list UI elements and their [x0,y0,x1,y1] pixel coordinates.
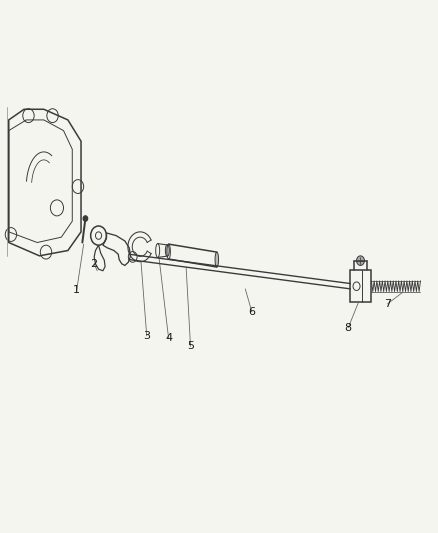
Circle shape [83,216,88,221]
Text: 3: 3 [143,331,150,341]
Text: 7: 7 [384,299,391,309]
Text: 4: 4 [165,334,172,343]
Text: 8: 8 [345,323,352,333]
Circle shape [357,256,364,265]
Ellipse shape [215,252,219,267]
Text: 2: 2 [91,259,98,269]
Text: 5: 5 [187,342,194,351]
Text: 1: 1 [73,286,80,295]
Ellipse shape [166,245,170,256]
Text: 6: 6 [248,307,255,317]
